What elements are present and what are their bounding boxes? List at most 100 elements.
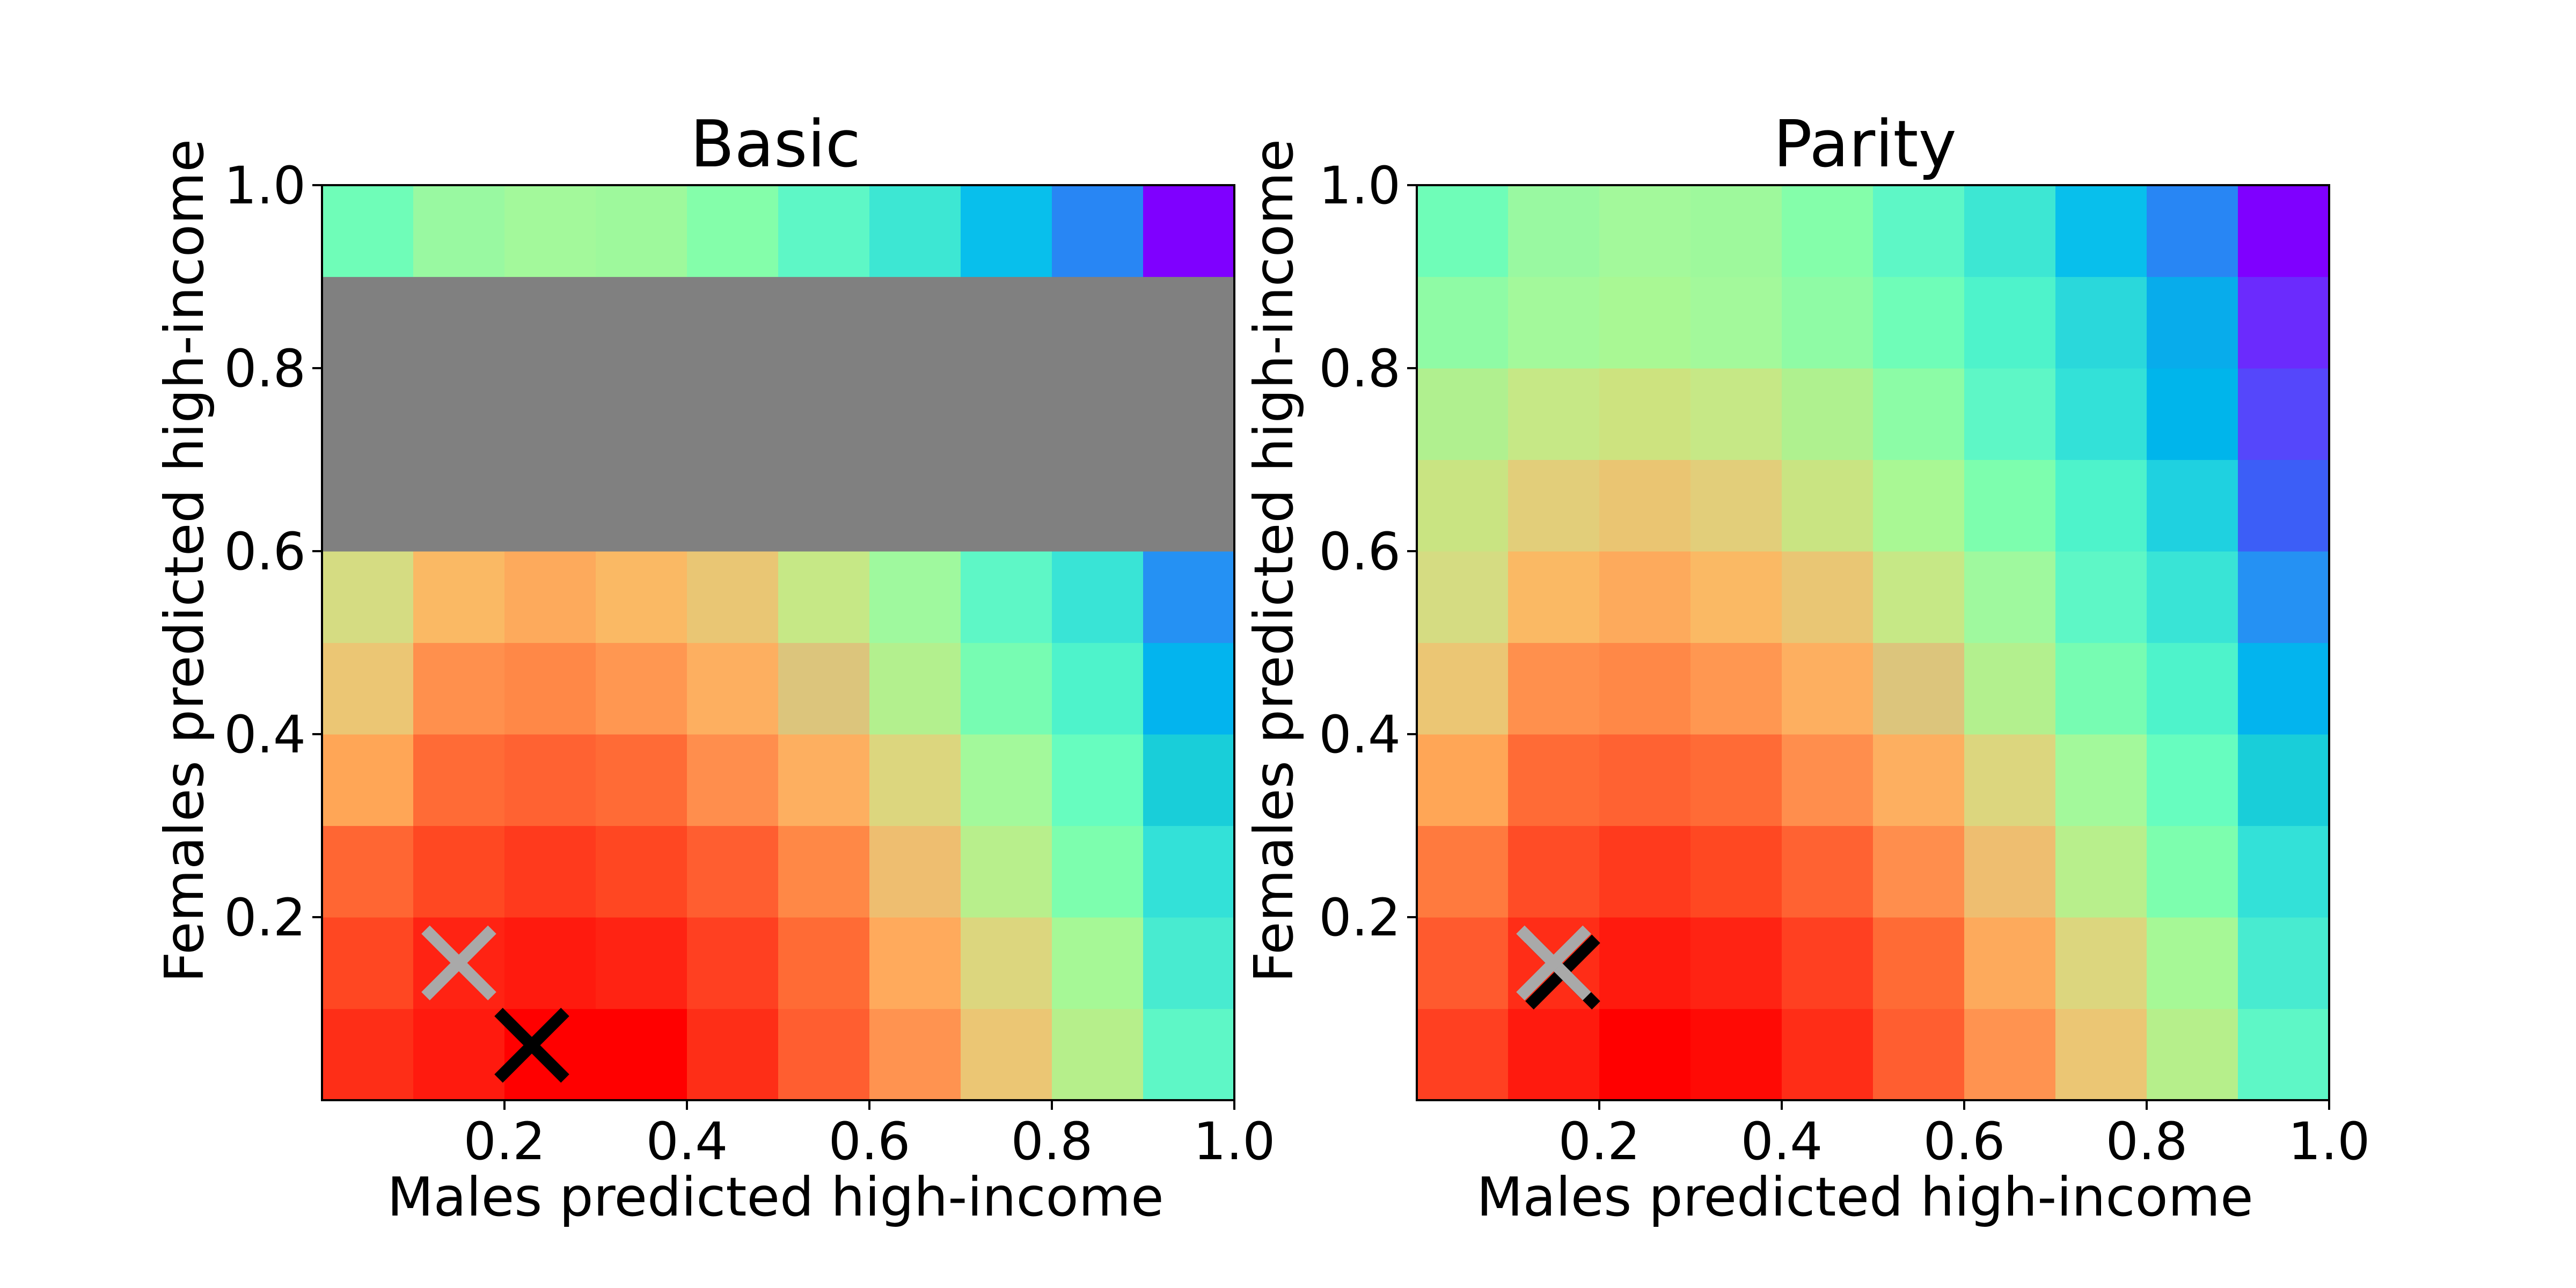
heatmap-cell [1599, 734, 1691, 826]
heatmap-cell [778, 734, 870, 826]
heatmap-cell [504, 734, 596, 826]
heatmap-cell [687, 551, 779, 643]
heatmap-panel-parity: Parity Males predicted high-income Femal… [1242, 107, 2370, 1228]
heatmap-cell [1417, 917, 1509, 1009]
heatmap-cell [1964, 1008, 2056, 1101]
y-tick-label: 1.0 [224, 156, 306, 216]
heatmap-cell-missing [778, 368, 870, 460]
y-axis-label: Females predicted high-income [153, 139, 216, 983]
heatmap-cell [1964, 459, 2056, 552]
heatmap-cell [1417, 276, 1509, 369]
heatmap-cell [778, 917, 870, 1009]
heatmap-cell [1873, 1008, 1965, 1101]
heatmap-cell [687, 185, 779, 277]
marker-x-gray [1516, 925, 1591, 1001]
heatmap-cell [596, 551, 687, 643]
heatmap-cell [961, 551, 1052, 643]
heatmap-cell [1873, 185, 1965, 277]
heatmap-cell [1143, 825, 1235, 918]
heatmap-cell [1873, 734, 1965, 826]
heatmap-cell [413, 1008, 505, 1101]
plot-frame [1416, 184, 2330, 1101]
plot-frame [321, 184, 1235, 1101]
marker-x-black [494, 1007, 569, 1083]
heatmap-cell [322, 917, 414, 1009]
heatmap-cell [1417, 642, 1509, 735]
heatmap-cell [1143, 917, 1235, 1009]
heatmap-cell [1782, 551, 1874, 643]
heatmap-cell [1782, 917, 1874, 1009]
heatmap-cell [2147, 185, 2238, 277]
heatmap-cell [1599, 185, 1691, 277]
heatmap-cell [1143, 1008, 1235, 1101]
heatmap-cell [1782, 1008, 1874, 1101]
heatmap-cell-missing [1143, 368, 1235, 460]
y-tick-label: 0.6 [1319, 522, 1401, 582]
heatmap-cell [2147, 459, 2238, 552]
heatmap-cell [1417, 825, 1509, 918]
y-tick-label: 1.0 [1319, 156, 1401, 216]
heatmap-cell-missing [413, 276, 505, 369]
heatmap-cell-missing [504, 459, 596, 552]
x-tick-label: 0.6 [1923, 1111, 2006, 1172]
x-axis-label: Males predicted high-income [1476, 1166, 2253, 1228]
y-tick-label: 0.2 [1319, 888, 1401, 948]
heatmap-cell [1143, 185, 1235, 277]
heatmap-cell [322, 825, 414, 918]
heatmap-cell [1599, 551, 1691, 643]
heatmap-panel-basic: Basic Males predicted high-income Female… [153, 107, 1275, 1228]
heatmap-cell [1052, 734, 1144, 826]
heatmap-cell [1599, 642, 1691, 735]
y-tick-label: 0.4 [1319, 705, 1401, 765]
heatmap-cell [2147, 825, 2238, 918]
heatmap-cell [687, 825, 779, 918]
heatmap-cell-missing [687, 368, 779, 460]
heatmap-cell [869, 185, 961, 277]
heatmap-cell [1782, 368, 1874, 460]
heatmap-cell [1052, 551, 1144, 643]
heatmap-cell [1052, 642, 1144, 735]
x-tick-label: 0.8 [1011, 1111, 1093, 1172]
heatmap-cell [869, 917, 961, 1009]
heatmap-cell [1052, 1008, 1144, 1101]
chart-title: Parity [1773, 107, 1956, 182]
heatmap-cell [1508, 185, 1600, 277]
heatmap-cell [2147, 1008, 2238, 1101]
heatmap-cell [1052, 917, 1144, 1009]
heatmap-cell [1964, 185, 2056, 277]
heatmap-cell [1599, 917, 1691, 1009]
heatmap-cells [1417, 185, 2330, 1101]
heatmap-cell [1599, 1008, 1691, 1101]
heatmap-cell [2055, 917, 2147, 1009]
heatmap-cell [413, 825, 505, 918]
x-tick-label: 0.4 [646, 1111, 728, 1172]
heatmap-cell [596, 185, 687, 277]
heatmap-cell-missing [778, 459, 870, 552]
marker-stroke [1516, 925, 1591, 1001]
heatmap-cell-missing [596, 276, 687, 369]
heatmap-cell [687, 917, 779, 1009]
x-tick-label: 0.2 [1558, 1111, 1641, 1172]
heatmap-cell [504, 825, 596, 918]
heatmap-cell [687, 642, 779, 735]
heatmap-cell [869, 825, 961, 918]
heatmap-cell [2238, 459, 2330, 552]
heatmap-cell [1143, 734, 1235, 826]
y-tick-label: 0.8 [1319, 339, 1401, 399]
x-tick-label: 0.6 [829, 1111, 911, 1172]
heatmap-cell-missing [596, 459, 687, 552]
heatmap-cell [2055, 734, 2147, 826]
heatmap-cell [1873, 825, 1965, 918]
heatmap-cell [778, 551, 870, 643]
heatmap-cell [778, 642, 870, 735]
heatmap-cell-missing [961, 459, 1052, 552]
heatmap-cell [2055, 551, 2147, 643]
heatmap-cell [1964, 917, 2056, 1009]
heatmap-cell [778, 1008, 870, 1101]
heatmap-cell [2147, 734, 2238, 826]
heatmap-cell [1599, 825, 1691, 918]
heatmap-cell [2055, 825, 2147, 918]
heatmap-cell [1417, 1008, 1509, 1101]
heatmap-cell [961, 734, 1052, 826]
marker-stroke [421, 925, 496, 1001]
